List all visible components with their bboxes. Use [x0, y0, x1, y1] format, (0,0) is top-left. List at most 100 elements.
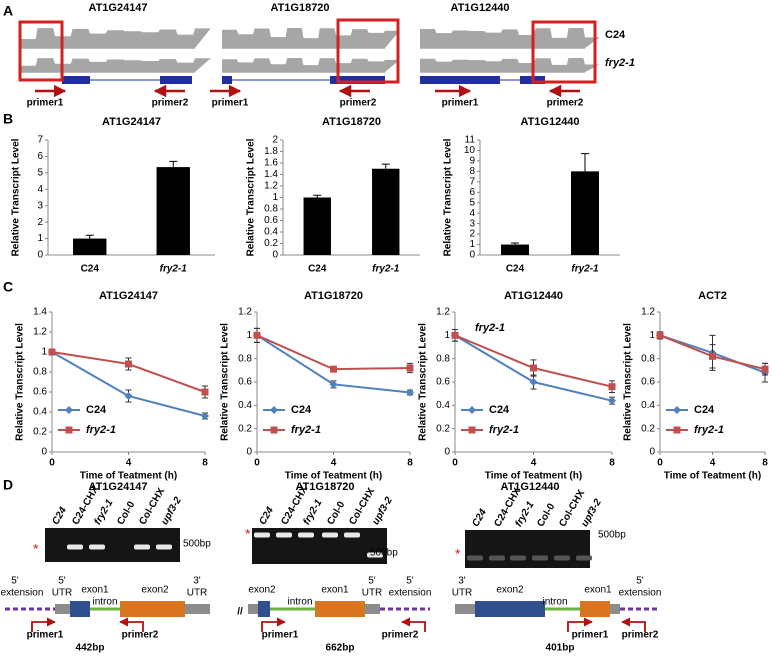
y-tick-label: 0.2	[238, 423, 252, 434]
y-tick-label: 0.8	[238, 353, 252, 364]
diagram-label: //	[237, 607, 243, 618]
utr	[455, 604, 475, 614]
y-tick-label: 4	[37, 184, 43, 195]
y-tick-label: 5	[37, 167, 43, 178]
y-tick-label: 0.4	[436, 400, 450, 411]
gel	[252, 528, 387, 564]
marker	[253, 331, 261, 339]
chart-title: AT1G12440	[504, 290, 563, 302]
y-tick-label: 2	[272, 135, 278, 146]
chart-title: AT1G12440	[520, 116, 579, 128]
lane-label: fry2-1	[301, 497, 324, 526]
gel-band	[254, 532, 270, 538]
y-tick-label: 0	[41, 447, 47, 458]
highlight-box	[336, 18, 400, 84]
legend-marker	[468, 406, 476, 414]
gel-band	[489, 555, 505, 561]
legend-label: fry2-1	[489, 424, 519, 436]
chart-title: AT1G18720	[322, 116, 381, 128]
y-tick-label: 7	[469, 176, 475, 187]
x-tick-label: fry2-1	[571, 264, 599, 275]
series-line	[256, 334, 411, 371]
primer-label: primer1	[212, 98, 249, 109]
y-tick-label: 9	[469, 156, 475, 167]
bar	[372, 168, 400, 255]
diagram-label: 5'	[11, 576, 19, 587]
primer-label: primer2	[547, 98, 584, 109]
diagram-label: intron	[92, 597, 117, 608]
lane-label: upf3-2	[579, 497, 604, 529]
chart-title: AT1G18720	[304, 290, 363, 302]
x-tick-label: C24	[308, 264, 327, 275]
y-axis-label: Relative Transcript Level	[246, 138, 257, 256]
x-tick-label: 4	[710, 458, 716, 469]
bar	[501, 244, 529, 255]
x-tick-label: 8	[407, 458, 413, 469]
size-marker: 500bp	[183, 539, 211, 550]
x-tick-label: C24	[506, 264, 525, 275]
exon	[330, 76, 385, 84]
utr	[365, 604, 380, 614]
y-tick-label: 0.4	[641, 400, 655, 411]
y-tick-label: 7	[37, 135, 43, 146]
band-star: *	[455, 546, 461, 562]
y-tick-label: 2	[469, 229, 475, 240]
y-tick-label: 1	[469, 239, 475, 250]
y-tick-label: 0.6	[436, 377, 450, 388]
y-tick-label: 0.6	[641, 377, 655, 388]
legend-marker	[468, 426, 476, 434]
marker	[529, 378, 538, 386]
legend-label: C24	[86, 404, 107, 416]
diagram-label: extension	[1, 588, 44, 599]
y-tick-label: 0.8	[33, 367, 47, 378]
y-tick-label: 1.2	[436, 307, 450, 318]
bar	[156, 167, 190, 255]
y-tick-label: 0.8	[436, 353, 450, 364]
coverage	[20, 28, 211, 48]
gel-band	[134, 544, 150, 550]
utr	[185, 604, 210, 614]
gel-band	[532, 555, 548, 561]
legend-label: fry2-1	[86, 424, 116, 436]
x-tick-label: 8	[609, 458, 615, 469]
legend-label: C24	[694, 404, 715, 416]
y-axis-label: Relative Transcript Level	[11, 138, 22, 256]
y-tick-label: 0.2	[264, 238, 278, 249]
diagram-label: UTR	[187, 588, 208, 599]
primer-arrow	[261, 617, 286, 632]
primer-label: primer2	[340, 98, 377, 109]
marker	[709, 352, 716, 360]
bar	[303, 197, 331, 255]
y-tick-label: 0.2	[641, 423, 655, 434]
marker	[125, 360, 132, 368]
y-tick-label: 3	[37, 200, 43, 211]
bar	[571, 171, 599, 255]
legend-label: fry2-1	[694, 424, 724, 436]
diagram-label: primer2	[622, 630, 659, 641]
y-tick-label: 0.6	[33, 387, 47, 398]
legend-label: fry2-1	[291, 424, 321, 436]
diagram-label: primer1	[262, 630, 299, 641]
x-tick-label: 4	[531, 458, 537, 469]
exon	[420, 76, 440, 84]
y-tick-label: 0.6	[238, 377, 252, 388]
y-tick-label: 0	[37, 250, 43, 261]
band-star: *	[33, 541, 39, 557]
x-tick-label: 0	[452, 458, 458, 469]
exon	[315, 601, 365, 617]
y-tick-label: 3	[469, 218, 475, 229]
legend-label: C24	[291, 404, 312, 416]
coverage	[420, 58, 600, 72]
primer-arrow	[119, 617, 144, 632]
diagram-label: extension	[619, 588, 662, 599]
y-tick-label: 4	[469, 208, 475, 219]
marker	[201, 412, 209, 420]
coverage	[222, 58, 400, 72]
primer-arrow	[31, 617, 56, 632]
gel-band	[367, 552, 383, 558]
band-star: *	[245, 526, 251, 542]
diagram-label: UTR	[452, 588, 473, 599]
x-tick-label: fry2-1	[160, 264, 188, 275]
x-tick-label: 4	[331, 458, 337, 469]
utr	[610, 604, 620, 614]
